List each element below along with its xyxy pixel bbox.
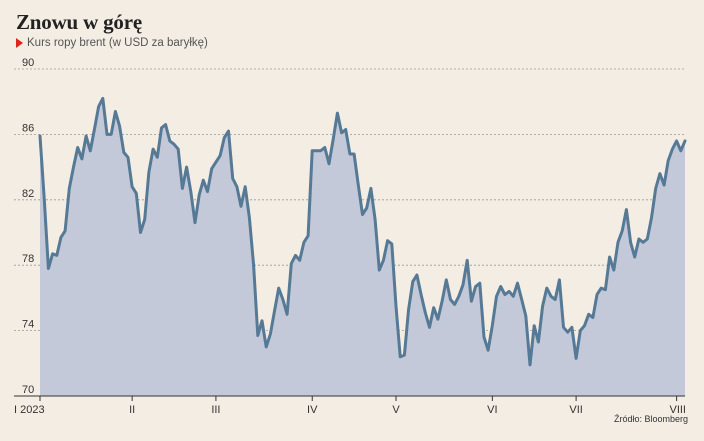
y-tick-label: 74 xyxy=(22,319,34,331)
x-tick-label: VII xyxy=(569,404,582,416)
y-tick-label: 86 xyxy=(22,122,34,134)
chart-title: Znowu w górę xyxy=(16,10,142,34)
price-line xyxy=(38,96,687,367)
source-note: Źródło: Bloomberg xyxy=(613,414,688,424)
x-tick-label: VI xyxy=(487,404,497,416)
chart-subtitle: Kurs ropy brent (w USD za baryłkę) xyxy=(16,37,208,49)
price-area xyxy=(40,98,685,397)
x-tick-label: IV xyxy=(307,404,318,416)
y-tick-label: 82 xyxy=(22,188,34,200)
x-tick-label: I 2023 xyxy=(14,404,45,416)
subtitle-text: Kurs ropy brent (w USD za baryłkę) xyxy=(27,37,208,49)
y-tick-label: 90 xyxy=(22,57,34,69)
x-tick-label: III xyxy=(211,404,220,416)
x-tick-label: V xyxy=(392,404,400,416)
y-tick-label: 78 xyxy=(22,253,34,265)
x-tick-label: II xyxy=(129,404,135,416)
red-triangle-marker-icon xyxy=(16,38,23,48)
y-tick-label: 70 xyxy=(22,384,34,396)
x-tick-label: VIII xyxy=(669,404,686,416)
